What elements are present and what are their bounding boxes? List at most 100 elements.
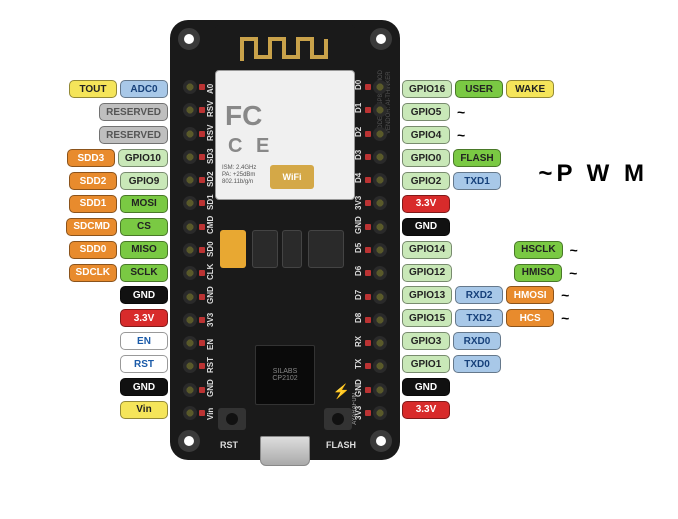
- pin-row: SDCMDCS: [66, 215, 168, 238]
- smd-components: [220, 220, 350, 280]
- pin-tag-rst: RST: [120, 355, 168, 373]
- pin-tag-gpio0: GPIO0: [402, 149, 450, 167]
- pin-header-right: [366, 80, 394, 420]
- pin-tag-flash: FLASH: [453, 149, 501, 167]
- pin-row: 3.3V: [402, 192, 450, 215]
- wifi-badge-icon: WiFi: [270, 165, 314, 189]
- flash-label: FLASH: [326, 440, 356, 450]
- pwm-tilde: ~: [457, 104, 465, 120]
- pwm-tilde: ~: [561, 287, 569, 303]
- pin-tag-gpio16: GPIO16: [402, 80, 452, 98]
- pin-tag-gnd: GND: [120, 286, 168, 304]
- pin-row: 3.3V: [120, 307, 168, 330]
- pin-tag-hcs: HCS: [506, 309, 554, 327]
- pin-tag-gpio12: GPIO12: [402, 264, 452, 282]
- pin-tag-adc0: ADC0: [120, 80, 168, 98]
- pin-row: RESERVED: [99, 101, 168, 124]
- pin-tag-vin: Vin: [120, 401, 168, 419]
- pin-tag-hsclk: HSCLK: [514, 241, 562, 259]
- pin-row: GPIO4 ~: [402, 124, 469, 147]
- pin-row: SDD3GPIO10: [67, 147, 168, 170]
- pin-tag-tout: TOUT: [69, 80, 117, 98]
- micro-usb-port: [260, 436, 310, 466]
- pin-row: GPIO3RXD0: [402, 330, 501, 353]
- pin-tag-gnd: GND: [120, 378, 168, 396]
- pin-tag-reserved: RESERVED: [99, 103, 168, 121]
- pwm-tilde: ~: [569, 265, 577, 281]
- pin-row: RESERVED: [99, 124, 168, 147]
- pin-row: GPIO2TXD1: [402, 170, 501, 193]
- pin-row: GND: [120, 284, 168, 307]
- pin-tag-gpio14: GPIO14: [402, 241, 452, 259]
- pin-labels-left: TOUTADC0RESERVEDRESERVEDSDD3GPIO10SDD2GP…: [0, 78, 168, 422]
- pin-row: SDD2GPIO9: [69, 170, 168, 193]
- brand-text: AYARAFUN: [352, 393, 358, 425]
- pin-tag-gpio4: GPIO4: [402, 126, 450, 144]
- pin-tag-gpio5: GPIO5: [402, 103, 450, 121]
- pin-tag-sdcmd: SDCMD: [66, 218, 117, 236]
- pin-tag-hmosi: HMOSI: [506, 286, 554, 304]
- pin-tag-cs: CS: [120, 218, 168, 236]
- pin-row: 3.3V: [402, 398, 450, 421]
- pin-tag-3.3v: 3.3V: [120, 309, 168, 327]
- pin-tag-en: EN: [120, 332, 168, 350]
- pin-tag-reserved: RESERVED: [99, 126, 168, 144]
- mounting-hole: [178, 28, 200, 50]
- pwm-tilde: ~: [457, 127, 465, 143]
- pin-row: GPIO1TXD0: [402, 353, 501, 376]
- pin-tag-gnd: GND: [402, 218, 450, 236]
- mounting-hole: [178, 430, 200, 452]
- pin-tag-sclk: SCLK: [120, 264, 168, 282]
- pin-row: EN: [120, 330, 168, 353]
- pin-tag-txd1: TXD1: [453, 172, 501, 190]
- ce-mark: C E: [228, 135, 273, 158]
- pin-row: GPIO13RXD2HMOSI ~: [402, 284, 573, 307]
- flash-button[interactable]: [324, 408, 352, 430]
- pin-tag-gpio9: GPIO9: [120, 172, 168, 190]
- pin-row: SDCLKSCLK: [69, 261, 168, 284]
- pin-tag-rxd2: RXD2: [455, 286, 503, 304]
- rst-label: RST: [220, 440, 238, 450]
- pin-tag-gpio13: GPIO13: [402, 286, 452, 304]
- pin-labels-right: GPIO16USERWAKEGPIO5~GPIO4~GPIO0FLASHGPIO…: [402, 78, 678, 422]
- pin-tag-txd0: TXD0: [453, 355, 501, 373]
- pin-tag-gpio10: GPIO10: [118, 149, 168, 167]
- pin-row: GPIO5 ~: [402, 101, 469, 124]
- pin-row: Vin: [120, 398, 168, 421]
- pin-tag-gpio1: GPIO1: [402, 355, 450, 373]
- pin-row: SDD1MOSI: [69, 192, 168, 215]
- pin-row: RST: [120, 353, 168, 376]
- mounting-hole: [370, 430, 392, 452]
- pin-tag-3.3v: 3.3V: [402, 195, 450, 213]
- pwm-tilde: ~: [570, 242, 578, 258]
- pin-tag-3.3v: 3.3V: [402, 401, 450, 419]
- mcu-board: FC C E MODEL: ESP8266MOD VENDOR: AI-THIN…: [170, 20, 400, 460]
- pin-row: GPIO14 HSCLK ~: [402, 238, 582, 261]
- pin-row: GND: [402, 376, 450, 399]
- pin-tag-mosi: MOSI: [120, 195, 168, 213]
- capacitor-icon: [220, 230, 246, 268]
- pin-tag-sdd3: SDD3: [67, 149, 115, 167]
- pin-row: GND: [120, 376, 168, 399]
- regulator-icon: [252, 230, 278, 268]
- pin-tag-user: USER: [455, 80, 503, 98]
- pwm-tilde: ~: [561, 310, 569, 326]
- rst-button[interactable]: [218, 408, 246, 430]
- pin-row: TOUTADC0: [69, 78, 168, 101]
- ic-icon: [282, 230, 302, 268]
- pin-tag-wake: WAKE: [506, 80, 554, 98]
- ic-icon: [308, 230, 344, 268]
- silkscreen-right: D0D1D2D3D43V3GNDD5D6D7D8RXTXGND3V3: [352, 80, 366, 420]
- pin-tag-sdd0: SDD0: [69, 241, 117, 259]
- pin-tag-sdd2: SDD2: [69, 172, 117, 190]
- lightning-icon: ⚡: [333, 383, 350, 400]
- pin-row: GPIO16USERWAKE: [402, 78, 554, 101]
- mounting-hole: [370, 28, 392, 50]
- pin-tag-hmiso: HMISO: [514, 264, 562, 282]
- pwm-legend: ~P W M: [538, 160, 648, 188]
- pin-tag-sdd1: SDD1: [69, 195, 117, 213]
- pin-tag-gpio15: GPIO15: [402, 309, 452, 327]
- fcc-mark: FC: [225, 100, 262, 132]
- pin-tag-rxd0: RXD0: [453, 332, 501, 350]
- pin-tag-gpio2: GPIO2: [402, 172, 450, 190]
